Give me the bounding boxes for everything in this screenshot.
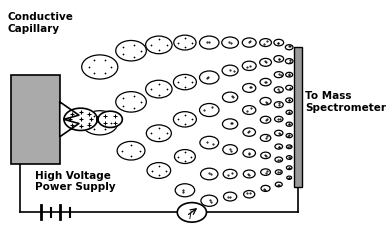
Circle shape [174, 35, 196, 50]
Circle shape [146, 125, 171, 142]
Circle shape [242, 38, 256, 47]
Circle shape [243, 170, 255, 178]
Text: $i$: $i$ [188, 209, 192, 221]
Circle shape [200, 36, 219, 49]
Circle shape [274, 72, 283, 78]
Circle shape [116, 92, 146, 112]
Circle shape [275, 157, 283, 162]
Circle shape [242, 61, 256, 70]
Circle shape [287, 176, 292, 179]
Circle shape [201, 168, 218, 180]
Circle shape [260, 39, 272, 47]
Circle shape [275, 144, 283, 149]
Circle shape [173, 74, 196, 90]
Circle shape [274, 130, 283, 136]
Circle shape [243, 128, 256, 136]
Circle shape [286, 85, 293, 90]
Circle shape [260, 97, 271, 105]
Circle shape [222, 37, 238, 48]
Circle shape [260, 58, 272, 66]
Circle shape [261, 152, 270, 159]
Circle shape [274, 102, 283, 108]
Circle shape [286, 134, 292, 138]
Circle shape [286, 98, 293, 102]
Text: Conductive
Capillary: Conductive Capillary [8, 12, 74, 34]
Circle shape [177, 203, 207, 222]
Circle shape [274, 56, 284, 62]
Circle shape [274, 87, 283, 93]
Circle shape [285, 45, 293, 50]
Circle shape [117, 141, 145, 160]
Circle shape [173, 112, 196, 127]
Circle shape [222, 92, 238, 102]
Circle shape [286, 72, 293, 77]
Circle shape [200, 136, 219, 149]
Text: To Mass
Spectrometer: To Mass Spectrometer [305, 91, 386, 113]
Bar [11, 75, 60, 164]
Circle shape [243, 106, 256, 114]
Circle shape [116, 40, 146, 61]
Circle shape [222, 119, 238, 129]
Circle shape [286, 122, 292, 126]
Circle shape [82, 111, 118, 135]
Circle shape [200, 71, 219, 84]
Circle shape [260, 135, 271, 141]
Circle shape [274, 116, 283, 122]
Circle shape [223, 145, 238, 154]
Circle shape [222, 65, 238, 76]
Circle shape [274, 39, 284, 46]
Circle shape [243, 149, 256, 157]
Circle shape [275, 170, 282, 175]
Circle shape [286, 110, 292, 114]
Circle shape [223, 169, 237, 179]
Circle shape [287, 145, 292, 149]
Circle shape [244, 190, 255, 198]
Circle shape [287, 166, 292, 170]
Circle shape [285, 58, 293, 64]
Circle shape [201, 195, 218, 206]
Circle shape [261, 169, 270, 176]
Polygon shape [60, 102, 122, 137]
Circle shape [260, 116, 271, 123]
Circle shape [200, 103, 219, 117]
Circle shape [223, 192, 237, 201]
Text: High Voltage
Power Supply: High Voltage Power Supply [35, 171, 116, 192]
Circle shape [174, 150, 195, 164]
Circle shape [243, 84, 256, 92]
Circle shape [82, 55, 118, 79]
Circle shape [147, 163, 171, 178]
Circle shape [261, 185, 270, 191]
Bar [294, 47, 302, 187]
Circle shape [146, 80, 172, 98]
Circle shape [287, 156, 292, 159]
Circle shape [275, 182, 282, 187]
Circle shape [146, 36, 172, 54]
Circle shape [260, 78, 271, 86]
Circle shape [175, 184, 195, 197]
